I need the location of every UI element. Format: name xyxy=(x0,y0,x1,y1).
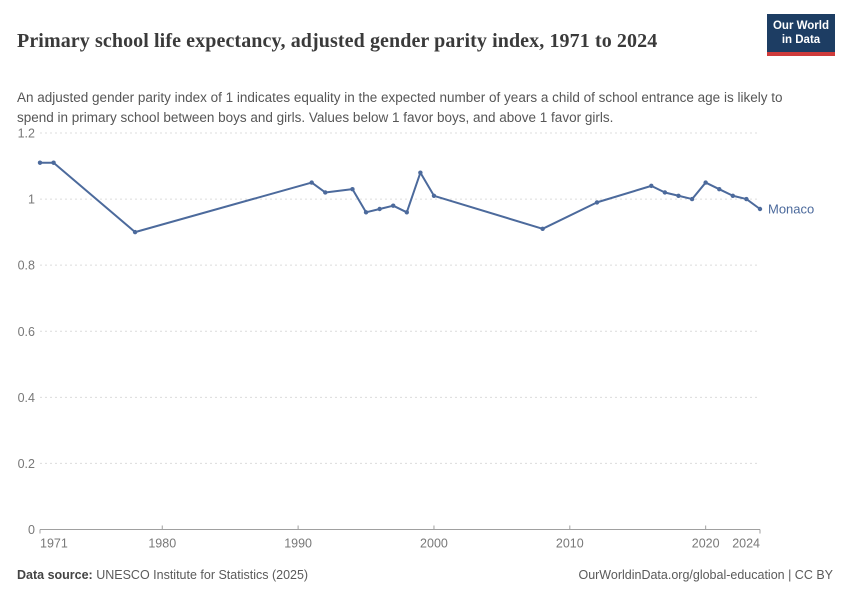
y-axis-tick-label: 0 xyxy=(28,523,35,537)
data-point[interactable] xyxy=(689,196,695,202)
y-axis-tick-label: 0.2 xyxy=(18,457,35,471)
data-point[interactable] xyxy=(703,180,708,185)
chart-subtitle: An adjusted gender parity index of 1 ind… xyxy=(17,89,783,125)
x-axis-tick-label: 1980 xyxy=(148,537,176,551)
data-point[interactable] xyxy=(662,190,668,195)
data-point[interactable] xyxy=(594,200,600,205)
data-point[interactable] xyxy=(363,210,369,215)
data-point[interactable] xyxy=(676,193,681,198)
x-axis-tick-label: 1971 xyxy=(40,537,68,551)
data-point[interactable] xyxy=(350,186,355,192)
data-source-label: Data source: xyxy=(17,568,93,582)
entity-label[interactable]: Monaco xyxy=(768,201,814,216)
data-point[interactable] xyxy=(717,186,722,192)
x-axis-tick-label: 2020 xyxy=(692,537,720,551)
y-axis-tick-label: 1 xyxy=(28,193,35,207)
data-point[interactable] xyxy=(730,193,736,198)
page-title: Primary school life expectancy, adjusted… xyxy=(17,30,658,53)
data-point[interactable] xyxy=(323,190,328,195)
data-point[interactable] xyxy=(51,160,56,165)
owid-logo-line2: in Data xyxy=(781,33,821,46)
x-axis-tick-label: 2000 xyxy=(420,537,448,551)
data-point[interactable] xyxy=(431,193,437,198)
data-point[interactable] xyxy=(404,210,409,215)
x-axis-tick-label: 2024 xyxy=(732,537,760,551)
owid-license-link[interactable]: OurWorldinData.org/global-education | CC… xyxy=(578,568,833,582)
y-axis-tick-label: 0.6 xyxy=(18,325,35,339)
series-line xyxy=(39,161,761,234)
data-point[interactable] xyxy=(757,206,763,212)
chart-footer: Data source: UNESCO Institute for Statis… xyxy=(17,568,833,582)
data-source-text: Data source: UNESCO Institute for Statis… xyxy=(17,568,308,582)
y-axis-tick-label: 0.4 xyxy=(18,391,35,405)
data-point[interactable] xyxy=(391,203,396,208)
data-source-value: UNESCO Institute for Statistics (2025) xyxy=(92,568,309,582)
x-axis-tick-label: 1990 xyxy=(284,537,312,551)
data-point[interactable] xyxy=(132,229,138,235)
data-point[interactable] xyxy=(540,226,545,232)
x-axis-tick-label: 2010 xyxy=(556,537,584,551)
y-axis-tick-label: 0.8 xyxy=(18,259,35,273)
data-point[interactable] xyxy=(37,160,43,165)
data-point[interactable] xyxy=(309,180,314,185)
data-point[interactable] xyxy=(377,206,382,212)
data-point[interactable] xyxy=(418,170,423,175)
data-point[interactable] xyxy=(649,183,654,189)
y-axis-tick-label: 1.2 xyxy=(18,127,35,141)
owid-logo[interactable]: Our World in Data xyxy=(767,14,835,56)
data-point[interactable] xyxy=(744,196,749,202)
owid-logo-line1: Our World xyxy=(772,20,829,32)
